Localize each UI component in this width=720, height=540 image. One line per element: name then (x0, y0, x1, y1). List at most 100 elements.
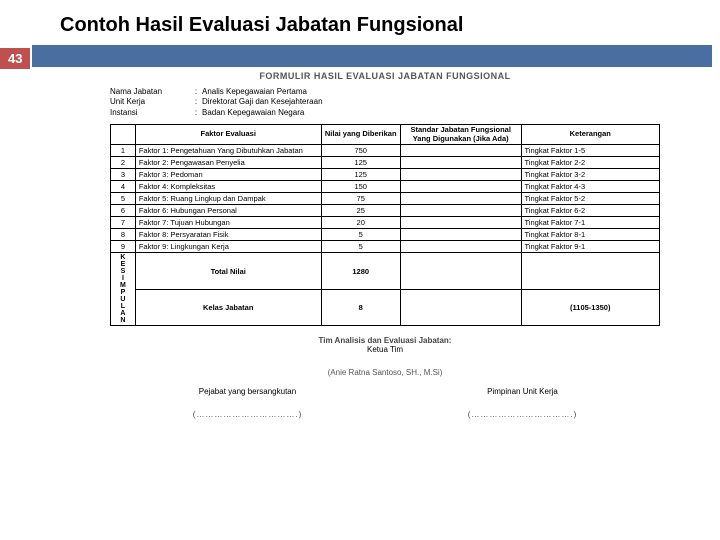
table-row: 7Faktor 7: Tujuan Hubungan20 Tingkat Fakt… (111, 217, 660, 229)
cell-factor: Faktor 7: Tujuan Hubungan (135, 217, 321, 229)
vertical-label: KESIMPULAN (111, 253, 136, 326)
team-title: Tim Analisis dan Evaluasi Jabatan: (110, 336, 660, 345)
header-factor: Faktor Evaluasi (135, 125, 321, 145)
cell-factor: Faktor 4: Kompleksitas (135, 181, 321, 193)
cell-std (400, 205, 521, 217)
meta-colon: : (190, 97, 202, 107)
cell-std (400, 217, 521, 229)
cell-std (400, 241, 521, 253)
cell-num: 9 (111, 241, 136, 253)
meta-block: Nama Jabatan : Analis Kepegawaian Pertam… (110, 87, 660, 118)
left-role: Pejabat yang bersangkutan (193, 387, 303, 396)
signature-right: Pimpinan Unit Kerja (…………………………….) (468, 387, 578, 419)
meta-label: Unit Kerja (110, 97, 190, 107)
cell-note: Tingkat Faktor 6-2 (521, 205, 659, 217)
form-content: FORMULIR HASIL EVALUASI JABATAN FUNGSION… (110, 71, 660, 419)
table-row: 8Faktor 8: Persyaratan Fisik5 Tingkat Fak… (111, 229, 660, 241)
cell-std (400, 193, 521, 205)
table-row: 9Faktor 9: Lingkungan Kerja5 Tingkat Fakt… (111, 241, 660, 253)
cell-num: 6 (111, 205, 136, 217)
cell-factor: Faktor 5: Ruang Lingkup dan Dampak (135, 193, 321, 205)
table-row: 4Faktor 4: Kompleksitas150 Tingkat Faktor… (111, 181, 660, 193)
table-row: 6Faktor 6: Hubungan Personal25 Tingkat Fa… (111, 205, 660, 217)
slide-title: Contoh Hasil Evaluasi Jabatan Fungsional (0, 0, 720, 45)
header-bar (32, 45, 712, 67)
meta-label: Instansi (110, 108, 190, 118)
meta-value: Badan Kepegawaian Negara (202, 108, 660, 118)
meta-colon: : (190, 87, 202, 97)
class-std (400, 289, 521, 326)
total-label: Total Nilai (135, 253, 321, 290)
total-std (400, 253, 521, 290)
right-dots: (…………………………….) (468, 410, 578, 419)
class-label: Kelas Jabatan (135, 289, 321, 326)
table-row: 2Faktor 2: Pengawasan Penyelia125 Tingkat… (111, 157, 660, 169)
cell-value: 75 (321, 193, 400, 205)
cell-value: 125 (321, 157, 400, 169)
cell-std (400, 181, 521, 193)
total-value: 1280 (321, 253, 400, 290)
cell-std (400, 145, 521, 157)
meta-colon: : (190, 108, 202, 118)
meta-value: Direktorat Gaji dan Kesejahteraan (202, 97, 660, 107)
cell-factor: Faktor 3: Pedoman (135, 169, 321, 181)
cell-num: 4 (111, 181, 136, 193)
page-number-badge: 43 (0, 48, 30, 69)
cell-std (400, 157, 521, 169)
cell-std (400, 229, 521, 241)
meta-row: Unit Kerja : Direktorat Gaji dan Kesejah… (110, 97, 660, 107)
header-notes: Keterangan (521, 125, 659, 145)
cell-value: 750 (321, 145, 400, 157)
cell-factor: Faktor 2: Pengawasan Penyelia (135, 157, 321, 169)
cell-factor: Faktor 9: Lingkungan Kerja (135, 241, 321, 253)
cell-num: 1 (111, 145, 136, 157)
cell-value: 25 (321, 205, 400, 217)
cell-factor: Faktor 6: Hubungan Personal (135, 205, 321, 217)
cell-note: Tingkat Faktor 1-5 (521, 145, 659, 157)
cell-note: Tingkat Faktor 9-1 (521, 241, 659, 253)
cell-num: 8 (111, 229, 136, 241)
right-role: Pimpinan Unit Kerja (468, 387, 578, 396)
total-row: KESIMPULAN Total Nilai 1280 (111, 253, 660, 290)
evaluation-table: Faktor Evaluasi Nilai yang Diberikan Sta… (110, 124, 660, 326)
cell-note: Tingkat Faktor 8-1 (521, 229, 659, 241)
meta-label: Nama Jabatan (110, 87, 190, 97)
signature-left: Pejabat yang bersangkutan (…………………………….) (193, 387, 303, 419)
meta-row: Instansi : Badan Kepegawaian Negara (110, 108, 660, 118)
class-range: (1105-1350) (521, 289, 659, 326)
signature-team: Tim Analisis dan Evaluasi Jabatan: Ketua… (110, 336, 660, 377)
cell-value: 5 (321, 241, 400, 253)
class-row: Kelas Jabatan 8 (1105-1350) (111, 289, 660, 326)
header-standard: Standar Jabatan Fungsional Yang Digunaka… (400, 125, 521, 145)
header-value: Nilai yang Diberikan (321, 125, 400, 145)
cell-factor: Faktor 1: Pengetahuan Yang Dibutuhkan Ja… (135, 145, 321, 157)
table-header-row: Faktor Evaluasi Nilai yang Diberikan Sta… (111, 125, 660, 145)
cell-value: 125 (321, 169, 400, 181)
cell-num: 7 (111, 217, 136, 229)
cell-value: 150 (321, 181, 400, 193)
team-name: (Anie Ratna Santoso, SH., M.Si) (110, 368, 660, 377)
header-num (111, 125, 136, 145)
cell-note: Tingkat Faktor 7-1 (521, 217, 659, 229)
team-sub: Ketua Tim (110, 345, 660, 354)
cell-note: Tingkat Faktor 3-2 (521, 169, 659, 181)
cell-note: Tingkat Faktor 5-2 (521, 193, 659, 205)
table-row: 1Faktor 1: Pengetahuan Yang Dibutuhkan J… (111, 145, 660, 157)
cell-num: 2 (111, 157, 136, 169)
table-row: 3Faktor 3: Pedoman125 Tingkat Faktor 3-2 (111, 169, 660, 181)
cell-std (400, 169, 521, 181)
cell-factor: Faktor 8: Persyaratan Fisik (135, 229, 321, 241)
total-note (521, 253, 659, 290)
class-value: 8 (321, 289, 400, 326)
cell-num: 3 (111, 169, 136, 181)
cell-note: Tingkat Faktor 2-2 (521, 157, 659, 169)
table-row: 5Faktor 5: Ruang Lingkup dan Dampak75 Tin… (111, 193, 660, 205)
meta-value: Analis Kepegawaian Pertama (202, 87, 660, 97)
meta-row: Nama Jabatan : Analis Kepegawaian Pertam… (110, 87, 660, 97)
form-title: FORMULIR HASIL EVALUASI JABATAN FUNGSION… (110, 71, 660, 81)
cell-value: 20 (321, 217, 400, 229)
cell-note: Tingkat Faktor 4-3 (521, 181, 659, 193)
cell-num: 5 (111, 193, 136, 205)
signature-lower: Pejabat yang bersangkutan (…………………………….)… (110, 387, 660, 419)
cell-value: 5 (321, 229, 400, 241)
